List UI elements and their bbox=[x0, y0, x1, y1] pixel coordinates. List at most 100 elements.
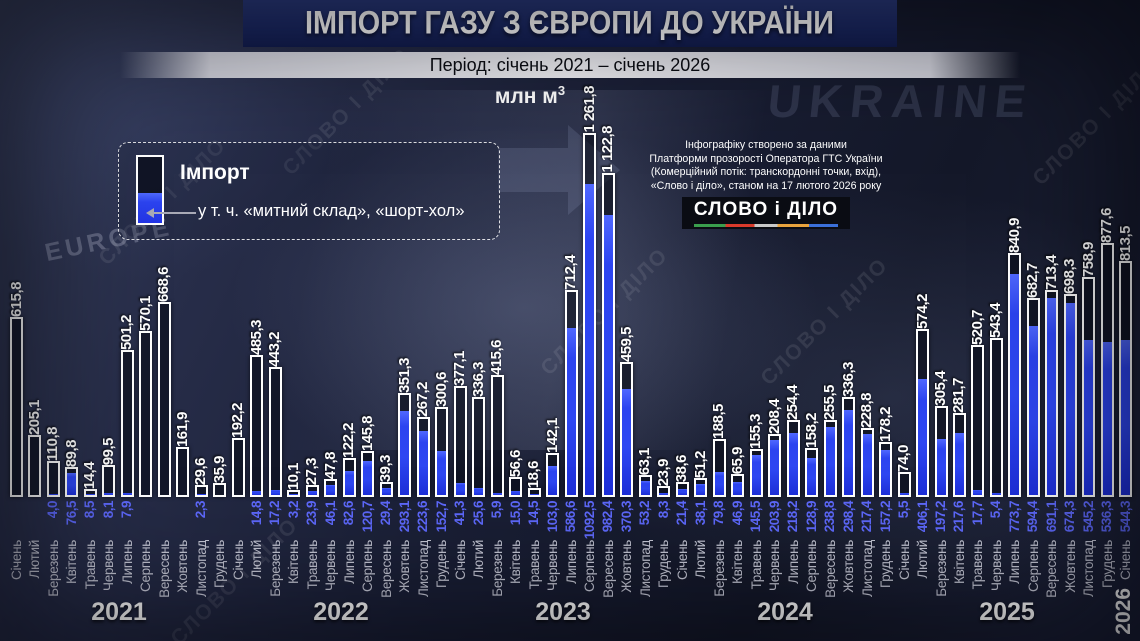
import-value-label: 65,9 bbox=[728, 446, 746, 474]
month-label: Квітень bbox=[508, 540, 524, 584]
month-label: Грудень bbox=[1099, 540, 1115, 588]
import-value-label: 1 122,8 bbox=[599, 126, 617, 173]
month-label: Грудень bbox=[212, 540, 228, 588]
import-bar bbox=[989, 338, 1003, 497]
import-value-label: 110,8 bbox=[44, 426, 62, 461]
import-value-label: 122,2 bbox=[340, 422, 358, 458]
customs-value-label: 82,6 bbox=[341, 501, 357, 526]
customs-value-label: 545,2 bbox=[1080, 501, 1096, 533]
import-bar bbox=[139, 331, 153, 497]
customs-shorthaul-fill bbox=[196, 494, 206, 495]
month-label: Січень bbox=[452, 540, 468, 580]
bar-column: 208,4 203,9 Червень bbox=[766, 0, 785, 641]
month-label: Жовтень bbox=[175, 540, 191, 593]
customs-value-label: 7,9 bbox=[119, 501, 135, 519]
month-label: Вересень bbox=[1044, 540, 1060, 598]
import-bar bbox=[823, 420, 837, 497]
import-value-label: 267,2 bbox=[414, 381, 432, 417]
bar-column: 570,1 Серпень bbox=[137, 0, 156, 641]
bar-column: 51,2 38,1 Лютий bbox=[692, 0, 711, 641]
import-bar bbox=[1100, 243, 1114, 497]
month-label: Червень bbox=[988, 540, 1004, 591]
customs-shorthaul-fill bbox=[566, 328, 576, 495]
month-label: Липень bbox=[1007, 540, 1023, 584]
bar-column: 110,8 4,0 Березень bbox=[44, 0, 64, 641]
import-bar bbox=[416, 417, 430, 497]
import-value-label: 351,3 bbox=[395, 357, 413, 393]
customs-value-label: 982,4 bbox=[600, 501, 616, 533]
customs-value-label: 586,6 bbox=[563, 501, 579, 533]
customs-shorthaul-fill bbox=[659, 493, 669, 495]
bar-column: 47,8 46,1 Червень bbox=[322, 0, 341, 641]
import-bar bbox=[601, 173, 615, 497]
import-value-label: 813,5 bbox=[1116, 225, 1134, 261]
customs-value-label: 76,5 bbox=[63, 501, 79, 526]
bar-column: 336,3 25,6 Лютий bbox=[470, 0, 489, 641]
customs-shorthaul-fill bbox=[899, 493, 909, 495]
import-value-label: 877,6 bbox=[1098, 207, 1116, 243]
customs-value-label: 2,3 bbox=[193, 501, 209, 519]
unit-superscript: 3 bbox=[557, 83, 566, 98]
month-label: Травень bbox=[82, 540, 98, 590]
import-value-label: 205,1 bbox=[25, 399, 43, 435]
bar-column: 415,6 5,9 Березень bbox=[488, 0, 508, 641]
customs-value-label: 23,9 bbox=[304, 501, 320, 526]
import-bar bbox=[268, 367, 282, 497]
import-bar bbox=[712, 439, 726, 497]
bar-column: 698,3 674,3 Жовтень bbox=[1061, 0, 1081, 641]
import-bar bbox=[83, 489, 97, 497]
month-label: Березень bbox=[267, 540, 283, 597]
import-value-label: 501,2 bbox=[118, 314, 136, 350]
customs-shorthaul-fill bbox=[733, 482, 743, 495]
bar-column: 10,1 3,2 Квітень bbox=[285, 0, 304, 641]
bar-column: 178,2 157,2 Грудень bbox=[877, 0, 896, 641]
customs-shorthaul-fill bbox=[381, 488, 391, 495]
customs-shorthaul-fill bbox=[807, 458, 817, 495]
customs-shorthaul-fill bbox=[603, 215, 613, 495]
customs-shorthaul-fill bbox=[548, 466, 558, 495]
month-label: Лютий bbox=[915, 540, 930, 579]
month-label: Вересень bbox=[156, 540, 172, 598]
customs-shorthaul-fill bbox=[48, 494, 58, 495]
import-value-label: 188,5 bbox=[710, 403, 728, 439]
bar-column: 38,6 21,4 Січень bbox=[673, 0, 693, 641]
customs-shorthaul-fill bbox=[918, 379, 927, 495]
customs-value-label: 536,3 bbox=[1099, 501, 1115, 533]
customs-shorthaul-fill bbox=[696, 484, 706, 495]
bar-column: 56,6 15,0 Квітень bbox=[507, 0, 526, 641]
legend-box: Імпорт у т. ч. «митний склад», «шорт-хол… bbox=[118, 142, 500, 240]
import-value-label: 336,3 bbox=[839, 361, 857, 397]
bar-column: 99,5 8,1 Червень bbox=[100, 0, 119, 641]
import-bar bbox=[176, 447, 190, 497]
import-value-label: 758,9 bbox=[1079, 241, 1097, 277]
customs-shorthaul-fill bbox=[363, 461, 373, 495]
customs-value-label: 29,4 bbox=[378, 501, 394, 526]
import-bar bbox=[490, 375, 504, 497]
customs-shorthaul-fill bbox=[881, 450, 891, 495]
import-value-label: 161,9 bbox=[173, 411, 191, 447]
month-label: Серпень bbox=[804, 540, 820, 592]
import-bar bbox=[213, 483, 227, 497]
import-value-label: 712,4 bbox=[562, 254, 580, 290]
import-bar bbox=[786, 420, 800, 497]
customs-value-label: 203,9 bbox=[766, 501, 782, 533]
customs-shorthaul-fill bbox=[973, 490, 983, 495]
import-value-label: 51,2 bbox=[691, 450, 709, 478]
customs-value-label: 46,1 bbox=[322, 501, 338, 526]
customs-shorthaul-fill bbox=[492, 493, 502, 495]
bar-column: 840,9 773,7 Липень bbox=[1006, 0, 1025, 641]
customs-value-label: 238,8 bbox=[822, 501, 838, 533]
month-label: Червень bbox=[545, 540, 561, 591]
month-label: Серпень bbox=[1025, 540, 1041, 592]
month-label: Вересень bbox=[822, 540, 838, 598]
customs-shorthaul-fill bbox=[1028, 326, 1038, 495]
import-bar bbox=[952, 413, 966, 497]
logo-text: СЛОВО і ДІЛО bbox=[693, 199, 839, 221]
month-label: Квітень bbox=[730, 540, 746, 584]
customs-value-label: 5,5 bbox=[896, 501, 912, 519]
bar-column: 668,6 Вересень bbox=[155, 0, 175, 641]
customs-value-label: 223,6 bbox=[415, 501, 431, 533]
month-label: Грудень bbox=[878, 540, 894, 588]
customs-shorthaul-fill bbox=[455, 483, 465, 495]
import-value-label: 158,2 bbox=[802, 412, 820, 448]
